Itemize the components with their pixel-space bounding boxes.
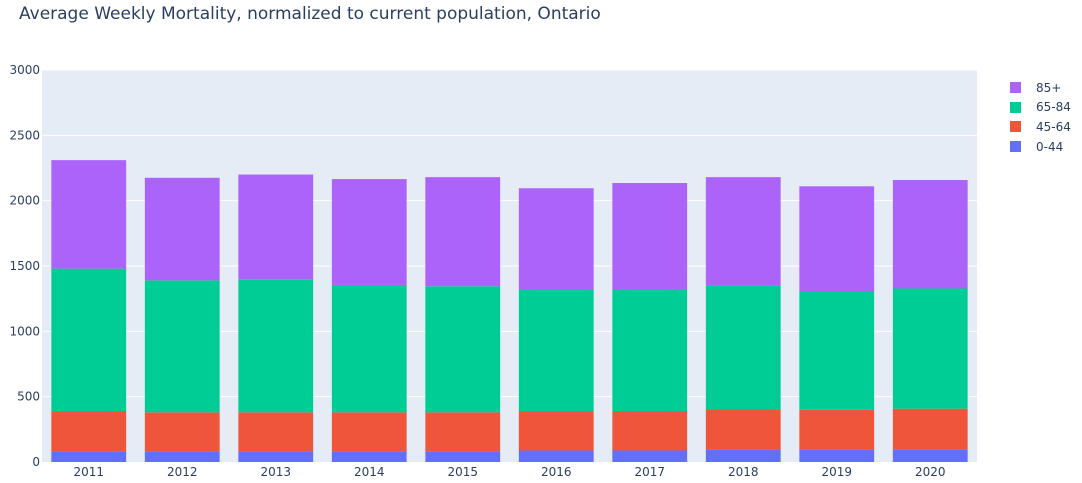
- x-tick-label: 2013: [260, 465, 291, 479]
- x-tick-label: 2017: [634, 465, 665, 479]
- legend: 85+ 65-84 45-64 0-44: [1004, 78, 1071, 156]
- y-tick-label: 500: [17, 390, 40, 404]
- x-tick-label: 2019: [821, 465, 852, 479]
- bar-segment-65-84-2014[interactable]: [331, 284, 407, 413]
- bar-segment-0-44-2017[interactable]: [612, 450, 688, 462]
- bar-segment-45-64-2015[interactable]: [425, 412, 501, 452]
- bar-segment-0-44-2015[interactable]: [425, 451, 501, 462]
- legend-swatch: [1010, 121, 1021, 133]
- legend-swatch: [1010, 101, 1021, 113]
- bar-segment-65-84-2017[interactable]: [612, 289, 688, 412]
- bar-segment-65-84-2011[interactable]: [51, 268, 127, 412]
- bar-segment-0-44-2018[interactable]: [705, 449, 781, 462]
- x-tick-label: 2012: [167, 465, 198, 479]
- bar-segment-45-64-2020[interactable]: [892, 408, 968, 450]
- bar-segment-65-84-2019[interactable]: [799, 291, 875, 410]
- legend-swatch: [1010, 82, 1021, 94]
- bars: [51, 160, 968, 462]
- bar-segment-45-64-2012[interactable]: [144, 412, 220, 452]
- bar-segment-45-64-2017[interactable]: [612, 411, 688, 451]
- y-tick-label: 2000: [9, 194, 40, 208]
- legend-item-85+[interactable]: 85+: [1004, 78, 1071, 98]
- x-tick-label: 2011: [73, 465, 104, 479]
- bar-segment-85+-2016[interactable]: [518, 188, 594, 290]
- bar-segment-85+-2015[interactable]: [425, 177, 501, 287]
- bar-segment-0-44-2012[interactable]: [144, 451, 220, 462]
- bar-segment-85+-2020[interactable]: [892, 180, 968, 289]
- y-tick-label: 3000: [9, 63, 40, 77]
- bar-segment-45-64-2019[interactable]: [799, 409, 875, 450]
- bar-segment-85+-2013[interactable]: [238, 174, 314, 280]
- bar-segment-0-44-2016[interactable]: [518, 450, 594, 462]
- y-axis-ticks: 0 500 1000 1500 2000 2500 3000: [9, 63, 40, 469]
- bar-segment-45-64-2016[interactable]: [518, 411, 594, 451]
- bar-segment-0-44-2013[interactable]: [238, 451, 314, 462]
- bar-segment-85+-2011[interactable]: [51, 160, 127, 269]
- bar-segment-45-64-2011[interactable]: [51, 411, 127, 452]
- y-tick-label: 0: [32, 455, 40, 469]
- bar-segment-65-84-2015[interactable]: [425, 286, 501, 413]
- legend-item-0-44[interactable]: 0-44: [1004, 137, 1071, 157]
- bar-segment-0-44-2014[interactable]: [331, 451, 407, 462]
- legend-label: 45-64: [1036, 119, 1071, 134]
- legend-item-65-84[interactable]: 65-84: [1004, 98, 1071, 118]
- x-tick-label: 2020: [915, 465, 946, 479]
- bar-segment-85+-2014[interactable]: [331, 179, 407, 285]
- bar-segment-85+-2018[interactable]: [705, 177, 781, 286]
- legend-label: 0-44: [1036, 139, 1064, 154]
- bar-segment-0-44-2020[interactable]: [892, 449, 968, 462]
- y-tick-label: 1000: [9, 324, 40, 338]
- x-tick-label: 2014: [354, 465, 385, 479]
- bar-segment-65-84-2013[interactable]: [238, 279, 314, 413]
- bar-segment-65-84-2012[interactable]: [144, 280, 220, 413]
- x-axis-ticks: 2011 2012 2013 2014 2015 2016 2017 2018 2019 2020: [73, 465, 945, 479]
- x-tick-label: 2016: [541, 465, 572, 479]
- legend-swatch: [1010, 141, 1021, 153]
- bar-segment-45-64-2013[interactable]: [238, 412, 314, 452]
- y-tick-label: 1500: [9, 259, 40, 273]
- legend-item-45-64[interactable]: 45-64: [1004, 117, 1071, 137]
- bar-segment-45-64-2018[interactable]: [705, 409, 781, 450]
- legend-label: 65-84: [1036, 100, 1071, 115]
- bar-segment-45-64-2014[interactable]: [331, 412, 407, 452]
- x-tick-label: 2015: [447, 465, 478, 479]
- bar-segment-65-84-2018[interactable]: [705, 285, 781, 410]
- bar-segment-0-44-2011[interactable]: [51, 451, 127, 462]
- chart-title: Average Weekly Mortality, normalized to …: [19, 4, 601, 24]
- bar-segment-85+-2017[interactable]: [612, 183, 688, 290]
- bar-segment-65-84-2020[interactable]: [892, 288, 968, 409]
- x-tick-label: 2018: [728, 465, 759, 479]
- bar-segment-0-44-2019[interactable]: [799, 449, 875, 462]
- bar-segment-85+-2019[interactable]: [799, 186, 875, 292]
- y-tick-label: 2500: [9, 128, 40, 142]
- legend-label: 85+: [1036, 80, 1062, 95]
- bar-segment-85+-2012[interactable]: [144, 177, 220, 281]
- bar-segment-65-84-2016[interactable]: [518, 289, 594, 412]
